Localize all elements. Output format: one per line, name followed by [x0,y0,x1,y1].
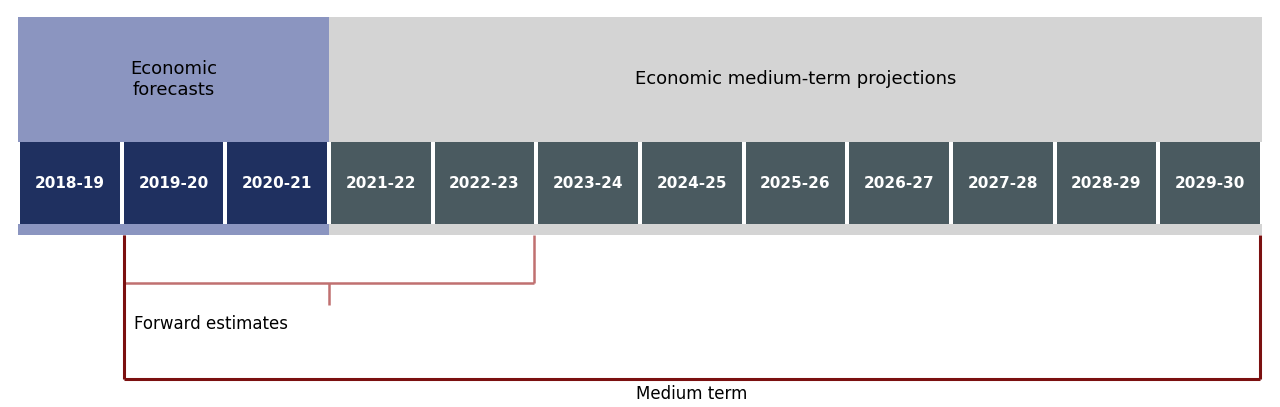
Bar [20,142,119,224]
Text: 2018-19: 2018-19 [35,175,105,190]
Bar [329,17,1262,142]
Text: 2028-29: 2028-29 [1071,175,1142,190]
Text: 2021-22: 2021-22 [346,175,416,190]
Bar [124,142,223,224]
Text: 2022-23: 2022-23 [449,175,520,190]
Bar [539,142,637,224]
Text: Economic
forecasts: Economic forecasts [131,60,218,99]
Text: 2027-28: 2027-28 [968,175,1038,190]
Bar [18,17,329,142]
Bar [746,142,845,224]
Text: 2020-21: 2020-21 [242,175,312,190]
Text: 2019-20: 2019-20 [138,175,209,190]
Bar [435,142,534,224]
Bar [18,224,329,235]
Text: Forward estimates: Forward estimates [133,315,288,333]
Bar [329,224,1262,235]
Text: 2023-24: 2023-24 [553,175,623,190]
Bar [850,142,948,224]
Text: 2026-27: 2026-27 [864,175,934,190]
Bar [643,142,741,224]
Bar [228,142,326,224]
Text: 2029-30: 2029-30 [1175,175,1245,190]
Bar [1057,142,1156,224]
Bar [1161,142,1260,224]
Text: Economic medium-term projections: Economic medium-term projections [635,70,956,88]
Text: 2024-25: 2024-25 [657,175,727,190]
Text: Medium term: Medium term [636,385,748,403]
Bar [954,142,1052,224]
Bar [332,142,430,224]
Text: 2025-26: 2025-26 [760,175,831,190]
